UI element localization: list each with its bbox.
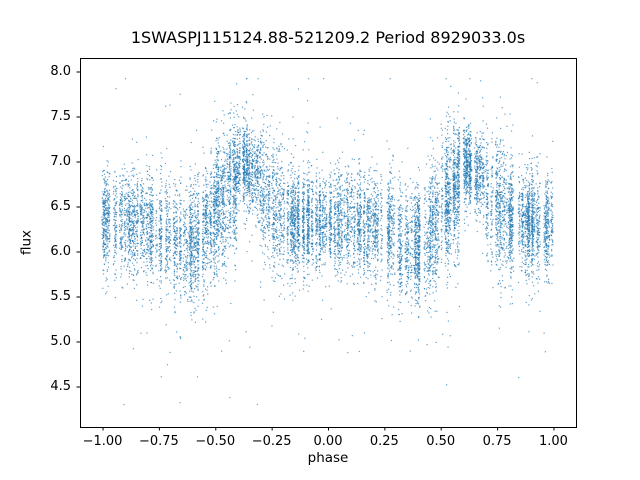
y-tick-label: 5.0 [50,333,71,349]
chart-title: 1SWASPJ115124.88-521209.2 Period 8929033… [130,28,526,47]
y-tick-label: 8.0 [50,63,71,79]
y-tick-label: 5.5 [50,288,71,304]
x-tick-label: 0.50 [426,434,456,449]
x-tick-label: 1.00 [538,434,568,449]
y-tick-label: 6.0 [50,243,71,259]
y-tick-label: 7.5 [50,108,71,124]
x-tick-label: −0.50 [195,434,236,449]
y-tick-label: 7.0 [50,153,71,169]
x-tick-label: 0.75 [482,434,512,449]
x-tick-label: 0.25 [369,434,399,449]
x-axis-label: phase [307,450,349,466]
x-tick-label: −0.25 [251,434,292,449]
y-tick-label: 6.5 [50,198,71,214]
x-tick-label: 0.00 [313,434,343,449]
x-tick-label: −1.00 [82,434,123,449]
y-tick-label: 4.5 [50,378,71,394]
x-tick-label: −0.75 [138,434,179,449]
